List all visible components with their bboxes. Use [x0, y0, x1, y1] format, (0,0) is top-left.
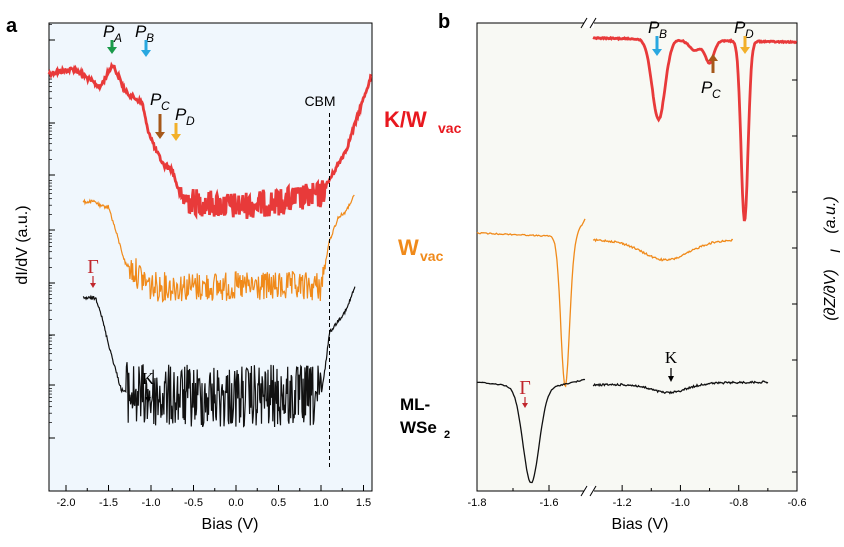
axis-break-mark — [589, 485, 597, 497]
annotation-pd-a-sub: D — [186, 114, 195, 128]
annotation-pb-a-text: P — [135, 22, 147, 41]
series-line-ml-b-right — [592, 380, 769, 395]
annotation-pa-a-sub: A — [113, 31, 122, 45]
panel-b-x-tick-label: -0.8 — [729, 497, 748, 509]
panel-b-plot-area — [476, 22, 798, 492]
annotation-pa-a-text: P — [103, 22, 115, 41]
series-line-w-a — [82, 194, 355, 303]
series-label-w: W vac — [398, 235, 444, 264]
panel-a-x-tick-label: -1.0 — [142, 497, 161, 509]
arrow-pc-b-head — [708, 54, 718, 61]
annotation-pc-a-text: P — [150, 90, 162, 109]
series-line-kw-b — [592, 35, 798, 222]
annotation-pc-b-text: P — [701, 78, 713, 97]
annotation-k-a: K — [142, 369, 155, 388]
arrow-pb-a-head — [141, 50, 151, 57]
axis-break-gap — [584, 486, 594, 496]
annotation-pc-b-sub: C — [712, 87, 721, 101]
series-label-ml-line1: ML- — [400, 395, 430, 414]
axis-break-mark — [580, 17, 588, 29]
axis-break-mark — [580, 485, 588, 497]
panel-a-ylabel: dI/dV (a.u.) — [14, 205, 31, 284]
panel-a-axes: -2.0 -1.5 -1.0 -0.5 0.0 0.5 1.0 1.5 — [49, 23, 371, 509]
panel-a-letter: a — [6, 15, 18, 37]
panel-a-x-tick-label: -1.5 — [99, 497, 118, 509]
series-line-ml-a — [82, 286, 356, 428]
series-label-ml: ML- WSe 2 — [400, 395, 450, 441]
annotation-pd-b-text: P — [734, 18, 746, 37]
series-label-w-main: W — [398, 235, 419, 260]
panel-b-xlabel: Bias (V) — [612, 516, 669, 533]
series-label-ml-line2: WSe — [400, 418, 437, 437]
panel-a-x-tick-label: -0.5 — [184, 497, 203, 509]
annotation-gamma-a: Γ — [87, 256, 99, 278]
panel-b-x-tick-label: -1.2 — [613, 497, 632, 509]
series-line-w-b-left — [476, 218, 586, 388]
annotation-pb-a-sub: B — [146, 31, 154, 45]
panel-b-x-tick-label: -1.6 — [540, 497, 559, 509]
annotation-pd-a-text: P — [175, 105, 187, 124]
series-label-kw: K/W vac — [384, 107, 462, 136]
series-line-kw-a — [47, 61, 372, 220]
panel-a-x-tick-label: -2.0 — [57, 497, 76, 509]
panel-b-x-tick-label: -1.0 — [671, 497, 690, 509]
annotation-gamma-b: Γ — [519, 377, 531, 399]
arrow-pd-b-head — [740, 47, 750, 54]
panel-b-ylabel: (∂Z/∂V) I (a.u.) — [822, 196, 843, 320]
panel-a-plot-area — [48, 22, 373, 492]
series-label-w-sub: vac — [420, 248, 444, 264]
annotation-cbm: CBM — [304, 93, 335, 109]
series-label-kw-main: K/W — [384, 107, 427, 132]
series-label-ml-sub: 2 — [444, 429, 450, 441]
arrow-pc-a-head — [155, 132, 165, 139]
panel-a-x-tick-label: 1.0 — [313, 497, 328, 509]
panel-a-x-tick-label: 0.0 — [228, 497, 243, 509]
annotation-pd-b-sub: D — [745, 27, 754, 41]
arrow-gamma-a-head — [90, 283, 96, 288]
panel-b-x-tick-label: -1.8 — [468, 497, 487, 509]
panel-a-x-tick-label: 1.5 — [356, 497, 371, 509]
annotation-k-b: K — [665, 348, 678, 367]
panel-b-x-tick-label: -0.6 — [788, 497, 807, 509]
arrow-k-a-head — [145, 397, 151, 403]
series-line-w-b-right — [592, 238, 733, 262]
panel-a-xlabel: Bias (V) — [202, 516, 259, 533]
annotation-pc-a-sub: C — [161, 99, 170, 113]
arrow-pd-a-head — [171, 134, 181, 141]
panel-b-ylabel-sub: I — [827, 249, 843, 253]
panel-b-curves — [476, 35, 798, 484]
axis-break-mark — [589, 17, 597, 29]
series-line-ml-b-left — [476, 378, 586, 484]
arrow-pa-a-head — [107, 47, 117, 54]
panel-b-axes: -1.8 -1.6 -1.2 -1.0 -0.8 -0.6 — [468, 17, 807, 509]
arrow-gamma-b-head — [522, 403, 528, 408]
panel-a-x-tick-label: 0.5 — [271, 497, 286, 509]
annotation-pb-b-sub: B — [659, 27, 667, 41]
annotation-pb-b-text: P — [648, 18, 660, 37]
axis-break-gap — [584, 18, 594, 28]
series-label-kw-sub: vac — [438, 120, 462, 136]
panel-b-ylabel-main: (∂Z/∂V) — [822, 269, 839, 320]
panel-a-curves — [47, 61, 372, 470]
arrow-pb-b-head — [652, 49, 662, 56]
panel-b-letter: b — [438, 11, 450, 33]
arrow-k-b-head — [668, 376, 674, 382]
panel-b-ylabel-unit: (a.u.) — [822, 196, 839, 233]
